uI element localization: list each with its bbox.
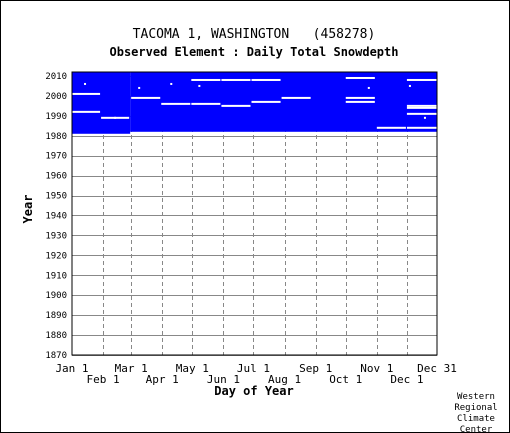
chart-subtitle: Observed Element : Daily Total Snowdepth xyxy=(110,45,399,59)
missing-segment xyxy=(251,78,281,81)
missing-segment xyxy=(406,126,437,129)
x-tick-label: Jan 1 xyxy=(55,362,88,375)
x-tick-label: May 1 xyxy=(176,362,209,375)
missing-segment xyxy=(131,96,161,99)
y-tick-label: 1960 xyxy=(45,172,67,182)
x-axis-label: Day of Year xyxy=(214,384,293,398)
coverage-block xyxy=(72,72,131,134)
y-tick-label: 1920 xyxy=(45,251,67,261)
y-tick-label: 1930 xyxy=(45,231,67,241)
missing-segment xyxy=(221,78,251,81)
missing-segment xyxy=(191,102,221,105)
x-tick-label: Aug 1 xyxy=(268,373,301,386)
missing-segment xyxy=(72,110,101,113)
y-tick-label: 2000 xyxy=(45,92,67,102)
y-tick-label: 1990 xyxy=(45,112,67,122)
y-tick-label: 2010 xyxy=(45,72,67,82)
missing-point xyxy=(84,82,87,85)
credit-line-2: Regional xyxy=(454,403,497,413)
chart-title: TACOMA 1, WASHINGTON (458278) xyxy=(133,27,376,42)
x-tick-label: Sep 1 xyxy=(299,362,332,375)
missing-point xyxy=(367,86,370,89)
missing-segment xyxy=(406,112,437,115)
missing-segment xyxy=(406,78,437,81)
y-axis-label: Year xyxy=(21,195,35,224)
x-tick-labels: Jan 1 Mar 1 May 1 Jul 1 Sep 1 Nov 1 Dec 31 Feb … xyxy=(55,362,456,386)
y-tick-label: 1870 xyxy=(45,351,67,361)
y-tick-label: 1910 xyxy=(45,271,67,281)
x-tick-label: Oct 1 xyxy=(329,373,362,386)
y-tick-label: 1970 xyxy=(45,152,67,162)
missing-point xyxy=(114,116,117,119)
missing-segment xyxy=(376,126,406,129)
missing-segment xyxy=(345,96,375,99)
missing-segment xyxy=(345,76,375,79)
missing-segment xyxy=(281,96,311,99)
credit-line-1: Western xyxy=(457,392,495,402)
x-tick-label: Nov 1 xyxy=(360,362,393,375)
missing-point xyxy=(170,82,173,85)
missing-segment xyxy=(161,102,191,105)
missing-segment xyxy=(406,106,437,109)
x-tick-label: Dec 1 xyxy=(390,373,423,386)
missing-segment xyxy=(221,104,251,107)
credit-line-4: Center xyxy=(460,425,493,433)
y-tick-labels: 1870 1880 1890 1900 1910 1920 1930 1940 1950 1960… xyxy=(45,72,67,361)
missing-point xyxy=(198,84,201,87)
missing-segment xyxy=(72,92,101,95)
plot-border xyxy=(71,71,438,356)
y-tick-label: 1950 xyxy=(45,192,67,202)
missing-segment xyxy=(251,100,281,103)
x-tick-label: Jun 1 xyxy=(207,373,240,386)
x-tick-label: Apr 1 xyxy=(146,373,179,386)
missing-data xyxy=(72,76,437,129)
credit-line-3: Climate xyxy=(457,414,495,424)
y-tick-label: 1940 xyxy=(45,211,67,221)
y-tick-label: 1880 xyxy=(45,331,67,341)
missing-segment xyxy=(345,100,375,103)
missing-segment xyxy=(191,78,221,81)
coverage-block xyxy=(130,72,437,132)
missing-point xyxy=(423,116,426,119)
y-tick-label: 1890 xyxy=(45,311,67,321)
x-tick-label: Feb 1 xyxy=(87,373,120,386)
x-tick-label: Jul 1 xyxy=(237,362,270,375)
missing-segment xyxy=(406,104,437,107)
y-tick-label: 1980 xyxy=(45,132,67,142)
x-tick-label: Dec 31 xyxy=(417,362,457,375)
missing-point xyxy=(138,86,141,89)
data-coverage xyxy=(72,72,437,134)
x-tick-label: Mar 1 xyxy=(115,362,148,375)
y-tick-label: 1900 xyxy=(45,291,67,301)
missing-point xyxy=(408,84,411,87)
